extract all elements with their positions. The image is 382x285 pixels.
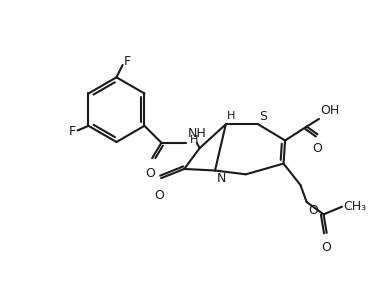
Text: O: O — [312, 142, 322, 155]
Text: H: H — [190, 135, 198, 145]
Text: H: H — [227, 111, 236, 121]
Text: O: O — [146, 167, 155, 180]
Text: O: O — [322, 241, 332, 254]
Text: OH: OH — [320, 104, 340, 117]
Text: F: F — [69, 125, 76, 139]
Text: N: N — [217, 172, 226, 185]
Text: CH₃: CH₃ — [344, 200, 367, 213]
Text: S: S — [259, 110, 267, 123]
Text: NH: NH — [188, 127, 206, 141]
Text: O: O — [308, 203, 318, 217]
Text: O: O — [154, 189, 164, 202]
Text: F: F — [124, 55, 131, 68]
